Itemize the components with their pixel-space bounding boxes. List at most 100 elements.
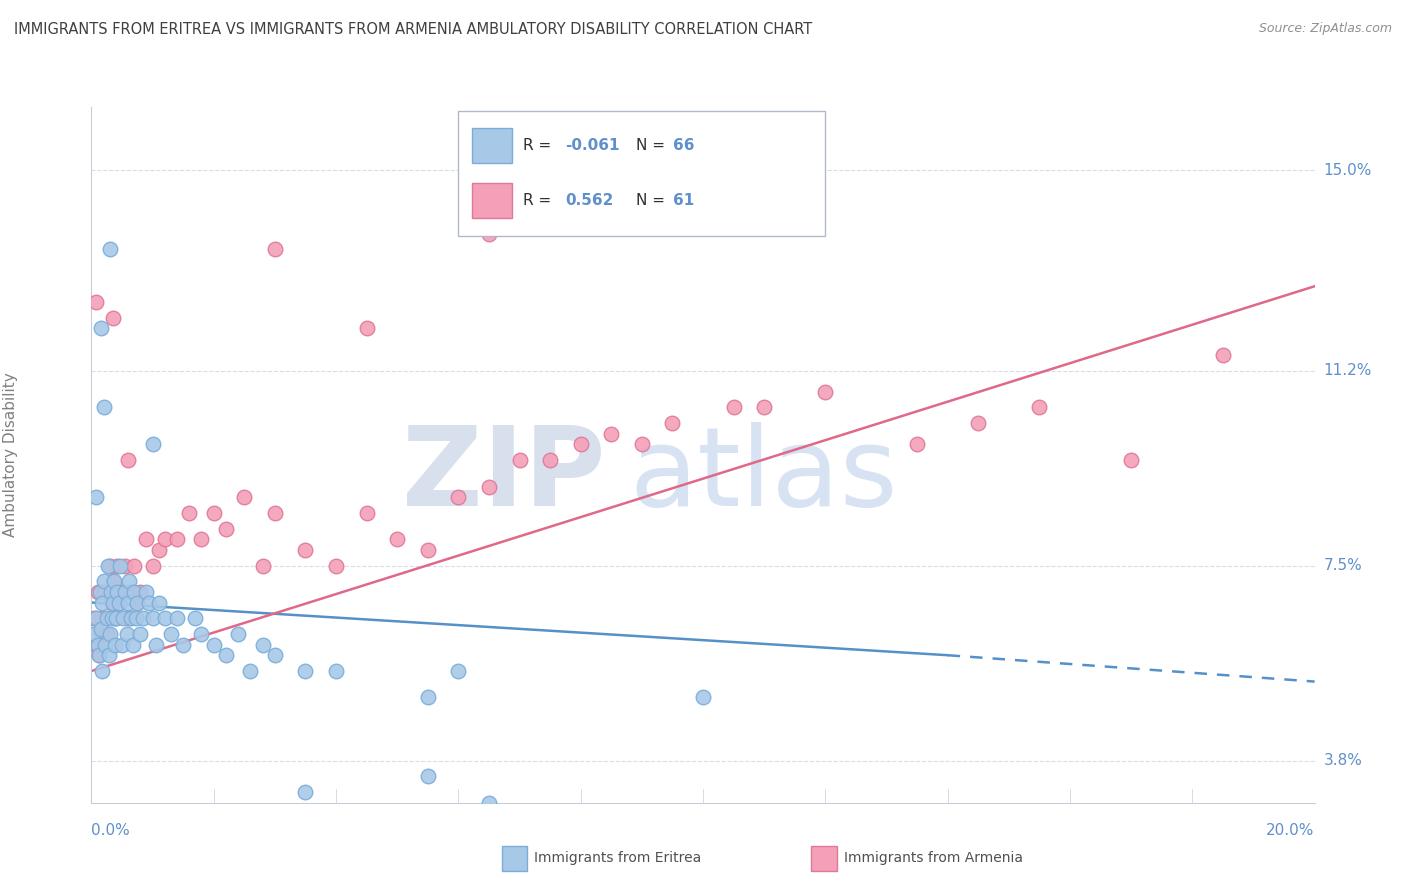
Point [538, 453, 561, 467]
Point [120, 585, 142, 599]
Point [100, 595, 122, 609]
Point [97, 558, 120, 573]
Point [509, 453, 531, 467]
Point [202, 638, 225, 652]
Point [252, 638, 274, 652]
Point [117, 453, 139, 467]
Point [905, 437, 928, 451]
Point [129, 585, 152, 599]
Point [166, 611, 188, 625]
Point [967, 417, 990, 431]
Text: IMMIGRANTS FROM ERITREA VS IMMIGRANTS FROM ARMENIA AMBULATORY DISABILITY CORRELA: IMMIGRANTS FROM ERITREA VS IMMIGRANTS FR… [14, 22, 813, 37]
Point [661, 417, 683, 431]
Text: atlas: atlas [630, 422, 898, 529]
Point [117, 611, 139, 625]
Point [723, 401, 745, 415]
Point [135, 533, 157, 547]
Point [98, 558, 121, 573]
Point [172, 638, 194, 652]
Point [104, 585, 127, 599]
Point [600, 426, 623, 441]
Text: ZIP: ZIP [402, 422, 605, 529]
Point [416, 690, 439, 705]
Text: 0.562: 0.562 [565, 194, 613, 208]
Point [84, 295, 107, 310]
Point [87, 648, 110, 663]
Point [447, 664, 470, 678]
Point [1212, 348, 1234, 362]
Point [114, 558, 136, 573]
Point [84, 611, 107, 625]
Point [356, 506, 378, 520]
Point [239, 664, 262, 678]
Point [96, 611, 118, 625]
Point [215, 648, 238, 663]
Point [135, 585, 157, 599]
Point [98, 627, 121, 641]
Point [91, 611, 114, 625]
Point [101, 574, 124, 589]
Point [104, 638, 127, 652]
Point [233, 490, 256, 504]
Point [416, 542, 439, 557]
Point [325, 558, 347, 573]
Point [104, 611, 127, 625]
Point [226, 627, 249, 641]
Point [138, 595, 160, 609]
Text: 0.0%: 0.0% [91, 822, 131, 838]
Point [90, 627, 112, 641]
Point [132, 611, 155, 625]
Point [89, 585, 111, 599]
Point [86, 585, 108, 599]
Point [94, 638, 117, 652]
Point [91, 664, 114, 678]
Point [202, 506, 225, 520]
Point [93, 574, 115, 589]
Point [84, 490, 107, 504]
Point [754, 401, 776, 415]
Point [153, 533, 176, 547]
Point [184, 611, 207, 625]
Point [325, 664, 347, 678]
Text: -0.061: -0.061 [565, 138, 620, 153]
Point [190, 533, 212, 547]
Point [83, 611, 105, 625]
Point [118, 574, 141, 589]
Point [478, 796, 501, 810]
Point [103, 574, 125, 589]
Point [215, 522, 238, 536]
Point [111, 638, 134, 652]
Point [90, 595, 112, 609]
Point [127, 595, 149, 609]
Point [108, 558, 131, 573]
Point [569, 437, 592, 451]
Text: 7.5%: 7.5% [1324, 558, 1362, 573]
Point [96, 627, 118, 641]
Text: 66: 66 [673, 138, 695, 153]
Point [122, 585, 145, 599]
Point [1028, 401, 1050, 415]
Point [447, 490, 470, 504]
Point [93, 401, 115, 415]
Point [115, 627, 138, 641]
Point [84, 638, 107, 652]
Point [478, 227, 501, 241]
Point [148, 595, 170, 609]
Point [83, 627, 105, 641]
Point [101, 310, 124, 325]
Point [179, 506, 201, 520]
Point [264, 243, 287, 257]
Point [90, 321, 112, 335]
Point [93, 585, 115, 599]
Point [190, 627, 212, 641]
Point [294, 542, 316, 557]
Point [104, 611, 127, 625]
Text: Source: ZipAtlas.com: Source: ZipAtlas.com [1258, 22, 1392, 36]
Point [108, 595, 131, 609]
Text: 11.2%: 11.2% [1324, 363, 1372, 378]
Point [814, 384, 837, 399]
Point [141, 558, 163, 573]
Point [294, 785, 316, 799]
Point [166, 533, 188, 547]
Point [86, 638, 108, 652]
